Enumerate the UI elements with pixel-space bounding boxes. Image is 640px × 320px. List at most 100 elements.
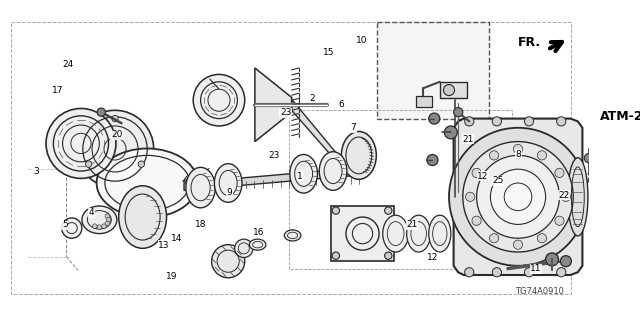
Bar: [332, 206, 394, 261]
Text: 18: 18: [195, 220, 206, 229]
Circle shape: [492, 268, 502, 277]
Ellipse shape: [429, 215, 451, 252]
Text: 23: 23: [268, 151, 280, 160]
Ellipse shape: [118, 186, 166, 248]
Circle shape: [332, 252, 339, 260]
Text: 7: 7: [351, 123, 356, 132]
Circle shape: [92, 224, 97, 228]
Circle shape: [492, 117, 502, 126]
Circle shape: [490, 234, 499, 243]
Ellipse shape: [568, 158, 588, 236]
Circle shape: [193, 75, 244, 126]
Circle shape: [212, 245, 244, 278]
Ellipse shape: [406, 215, 431, 252]
Circle shape: [591, 138, 602, 149]
Circle shape: [444, 84, 454, 96]
Text: 2: 2: [309, 94, 315, 103]
Bar: [416, 96, 433, 107]
Circle shape: [472, 168, 481, 178]
Text: 4: 4: [88, 209, 94, 218]
Circle shape: [112, 116, 118, 122]
Circle shape: [591, 156, 601, 164]
Text: 23: 23: [280, 108, 291, 117]
Text: 24: 24: [62, 60, 74, 69]
Circle shape: [504, 183, 532, 211]
Circle shape: [590, 193, 597, 201]
Text: 9: 9: [227, 188, 232, 197]
Circle shape: [538, 234, 547, 243]
Ellipse shape: [186, 167, 215, 208]
Text: 19: 19: [166, 272, 178, 281]
Polygon shape: [184, 167, 364, 190]
Ellipse shape: [82, 206, 117, 234]
Ellipse shape: [284, 230, 301, 241]
Text: 3: 3: [34, 167, 40, 176]
Text: 25: 25: [492, 176, 503, 185]
Ellipse shape: [290, 155, 317, 193]
Circle shape: [524, 268, 534, 277]
Text: FR.: FR.: [518, 36, 541, 49]
Circle shape: [463, 141, 573, 252]
Circle shape: [106, 218, 111, 222]
Circle shape: [561, 256, 572, 267]
Circle shape: [616, 73, 635, 91]
Bar: [377, 22, 489, 119]
Circle shape: [555, 168, 564, 178]
Circle shape: [102, 224, 106, 228]
Text: 22: 22: [559, 191, 570, 200]
Circle shape: [138, 161, 145, 167]
Circle shape: [46, 108, 116, 179]
Circle shape: [546, 253, 559, 266]
Text: 14: 14: [171, 234, 182, 243]
Circle shape: [454, 108, 463, 117]
Text: 12: 12: [477, 172, 488, 181]
Circle shape: [477, 156, 559, 238]
Circle shape: [105, 221, 109, 226]
Circle shape: [385, 207, 392, 214]
Circle shape: [449, 128, 587, 266]
Polygon shape: [454, 119, 582, 275]
Circle shape: [97, 108, 106, 116]
Ellipse shape: [319, 152, 347, 190]
Circle shape: [472, 216, 481, 225]
Circle shape: [465, 117, 474, 126]
Circle shape: [524, 117, 534, 126]
Circle shape: [332, 207, 339, 214]
Ellipse shape: [214, 164, 242, 202]
Circle shape: [538, 151, 547, 160]
Ellipse shape: [341, 132, 376, 179]
Circle shape: [429, 113, 440, 124]
Text: 20: 20: [111, 131, 122, 140]
Circle shape: [76, 110, 154, 188]
Text: 15: 15: [323, 48, 334, 57]
Circle shape: [235, 239, 253, 258]
Text: 13: 13: [158, 241, 170, 250]
Circle shape: [609, 196, 620, 207]
Text: 8: 8: [515, 150, 521, 159]
Ellipse shape: [383, 215, 408, 252]
Bar: [440, 82, 467, 98]
Circle shape: [561, 192, 570, 201]
Circle shape: [465, 192, 475, 201]
Circle shape: [444, 126, 458, 139]
Circle shape: [557, 117, 566, 126]
Circle shape: [584, 154, 593, 163]
Circle shape: [97, 225, 102, 229]
Circle shape: [490, 151, 499, 160]
Text: ATM-2: ATM-2: [600, 110, 640, 123]
Text: 16: 16: [253, 228, 265, 236]
Circle shape: [346, 217, 379, 250]
Circle shape: [465, 268, 474, 277]
Circle shape: [86, 161, 92, 167]
Text: 17: 17: [52, 86, 63, 95]
Text: 10: 10: [356, 36, 368, 45]
Bar: [289, 110, 512, 269]
Circle shape: [385, 252, 392, 260]
Ellipse shape: [250, 239, 266, 250]
Text: 1: 1: [298, 172, 303, 181]
Circle shape: [588, 178, 593, 183]
Circle shape: [61, 218, 82, 238]
Circle shape: [513, 240, 523, 249]
Text: 5: 5: [62, 220, 68, 229]
Circle shape: [555, 216, 564, 225]
